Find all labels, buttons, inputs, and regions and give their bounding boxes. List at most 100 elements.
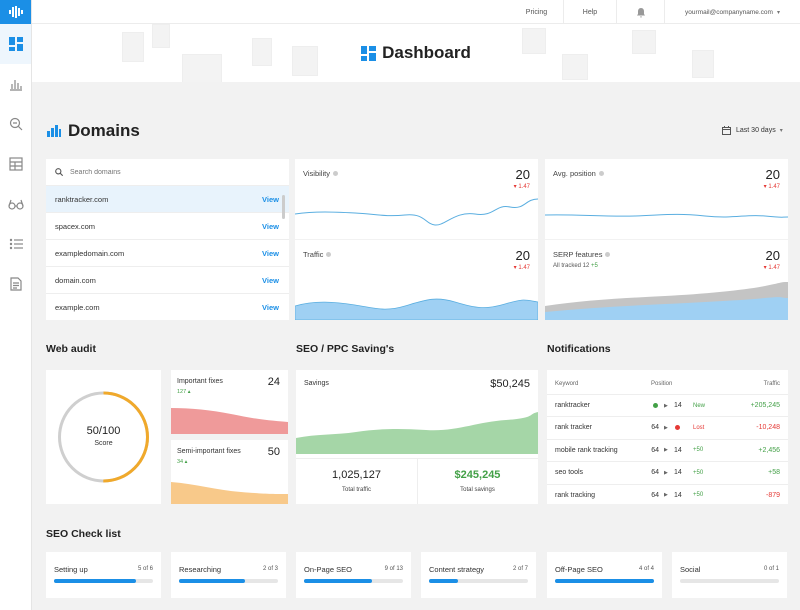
bar-chart-icon xyxy=(9,80,22,91)
domain-search[interactable] xyxy=(46,159,289,185)
total-traffic-value: 1,025,127 xyxy=(332,469,381,481)
position-to: 14 xyxy=(674,402,682,409)
notifications-bell[interactable] xyxy=(616,0,664,24)
date-range-label: Last 30 days xyxy=(736,127,776,134)
app-logo[interactable] xyxy=(0,0,31,24)
arrow-down-icon: ▾ xyxy=(763,184,769,190)
list-item[interactable]: ranktracker.com View xyxy=(46,185,289,212)
domains-title: Domains xyxy=(68,121,140,140)
nav-list[interactable] xyxy=(0,224,31,264)
date-range-picker[interactable]: Last 30 days ▾ xyxy=(722,126,783,135)
metric-delta: 1.47 xyxy=(768,184,780,190)
list-item[interactable]: spacex.com View xyxy=(46,212,289,239)
arrow-right-icon: ▶ xyxy=(664,402,668,409)
keyword-cell: seo tools xyxy=(555,469,584,477)
semi-fixes-chart xyxy=(171,482,288,504)
pricing-link[interactable]: Pricing xyxy=(510,0,563,24)
checklist-title: SEO Check list xyxy=(46,528,121,540)
total-savings-value: $245,245 xyxy=(454,469,501,481)
view-link[interactable]: View xyxy=(262,221,279,231)
avg-position-card[interactable]: Avg. position 20 ▾ 1.47 xyxy=(545,159,788,239)
help-link[interactable]: Help xyxy=(563,0,616,24)
checklist-item[interactable]: Off-Page SEO 4 of 4 xyxy=(547,552,662,598)
table-row[interactable]: ranktracker ▶ 14 New +205,245 xyxy=(547,394,788,416)
fixes-delta: 127 xyxy=(177,389,187,395)
nav-keyword-finder[interactable] xyxy=(0,104,31,144)
serp-tracked: All tracked 12 xyxy=(553,263,590,269)
table-row[interactable]: mobile rank tracking 64 ▶ 14 +50 +2,456 xyxy=(547,438,788,461)
traffic-cell: -879 xyxy=(765,491,780,499)
new-dot-icon xyxy=(653,403,658,408)
checklist-label: Content strategy xyxy=(429,565,485,574)
table-row[interactable]: rank tracking 64 ▶ 14 +50 -879 xyxy=(547,483,788,504)
scrollbar[interactable] xyxy=(282,195,285,219)
progress-bar xyxy=(429,579,528,583)
pricing-label: Pricing xyxy=(525,8,548,16)
list-item[interactable]: exampledomain.com View xyxy=(46,239,289,266)
view-link[interactable]: View xyxy=(262,302,279,312)
notifications-title: Notifications xyxy=(547,343,611,355)
semi-important-fixes-card[interactable]: Semi-important fixes 50 34 ▴ xyxy=(171,440,288,504)
domain-name: ranktracker.com xyxy=(55,194,109,204)
score-label: Score xyxy=(94,440,113,447)
info-icon xyxy=(605,252,611,257)
progress-bar xyxy=(555,579,654,583)
seo-ppc-card[interactable]: Savings $50,245 1,025,127 Total traffic … xyxy=(296,370,538,504)
visibility-card[interactable]: Visibility 20 ▾ 1.47 xyxy=(295,159,538,239)
lost-dot-icon xyxy=(675,425,680,431)
column-header: Keyword xyxy=(555,381,579,387)
checklist-count: 4 of 4 xyxy=(638,566,654,572)
checklist-item[interactable]: Researching 2 of 3 xyxy=(171,552,286,598)
web-audit-title: Web audit xyxy=(46,343,96,355)
list-item[interactable]: example.com View xyxy=(46,293,289,320)
position-to: 14 xyxy=(674,469,682,477)
position-from: 64 xyxy=(651,469,659,477)
traffic-card[interactable]: Traffic 20 ▾ 1.47 xyxy=(295,240,538,320)
document-icon xyxy=(9,277,22,291)
serp-area-chart xyxy=(545,282,788,320)
serp-features-card[interactable]: SERP features All tracked 12 +5 20 ▾ 1.4… xyxy=(545,240,788,320)
domain-name: spacex.com xyxy=(55,221,96,231)
progress-fill xyxy=(304,579,373,583)
view-link[interactable]: View xyxy=(262,275,279,285)
checklist-label: Social xyxy=(680,565,701,574)
checklist-item[interactable]: Social 0 of 1 xyxy=(672,552,787,598)
traffic-cell: +58 xyxy=(768,469,780,477)
traffic-area-chart xyxy=(295,298,538,320)
nav-dashboard[interactable] xyxy=(0,24,31,64)
table-row[interactable]: seo tools 64 ▶ 14 +50 +58 xyxy=(547,461,788,483)
nav-rank-tracker[interactable] xyxy=(0,64,31,104)
arrow-right-icon: ▶ xyxy=(664,424,668,431)
view-link[interactable]: View xyxy=(262,194,279,204)
table-row[interactable]: rank tracker 64 ▶ Lost -10,248 xyxy=(547,416,788,438)
checklist-count: 2 of 3 xyxy=(262,566,278,572)
metric-delta: 1.47 xyxy=(518,184,530,190)
visibility-sparkline xyxy=(295,198,538,226)
view-link[interactable]: View xyxy=(262,248,279,258)
list-item[interactable]: domain.com View xyxy=(46,266,289,293)
web-audit-score-card[interactable]: 50/100 Score xyxy=(46,370,161,504)
checklist-count: 2 of 7 xyxy=(512,566,528,572)
nav-serp-checker[interactable] xyxy=(0,144,31,184)
account-menu[interactable]: yourmail@companyname.com ▾ xyxy=(664,0,800,24)
checklist-count: 5 of 6 xyxy=(137,566,153,572)
checklist-item[interactable]: Setting up 5 of 6 xyxy=(46,552,161,598)
nav-reports[interactable] xyxy=(0,264,31,304)
checklist-item[interactable]: On-Page SEO 9 of 13 xyxy=(296,552,411,598)
search-zoom-icon xyxy=(9,117,22,131)
metric-label: SERP features xyxy=(553,250,603,259)
search-input[interactable] xyxy=(70,168,250,176)
metric-delta: 1.47 xyxy=(518,265,530,271)
info-icon xyxy=(326,252,332,257)
info-icon xyxy=(332,171,338,176)
checklist-item[interactable]: Content strategy 2 of 7 xyxy=(421,552,536,598)
dashboard-icon xyxy=(8,37,23,51)
score-gauge xyxy=(58,391,149,483)
keyword-cell: mobile rank tracking xyxy=(555,446,618,454)
position-change: +50 xyxy=(693,447,704,454)
arrow-right-icon: ▶ xyxy=(664,492,668,499)
arrow-down-icon: ▾ xyxy=(763,265,769,271)
notifications-table: Keyword Position Traffic ranktracker ▶ 14 N… xyxy=(547,370,788,504)
important-fixes-card[interactable]: Important fixes 24 127 ▴ xyxy=(171,370,288,434)
nav-competitors[interactable] xyxy=(0,184,31,224)
